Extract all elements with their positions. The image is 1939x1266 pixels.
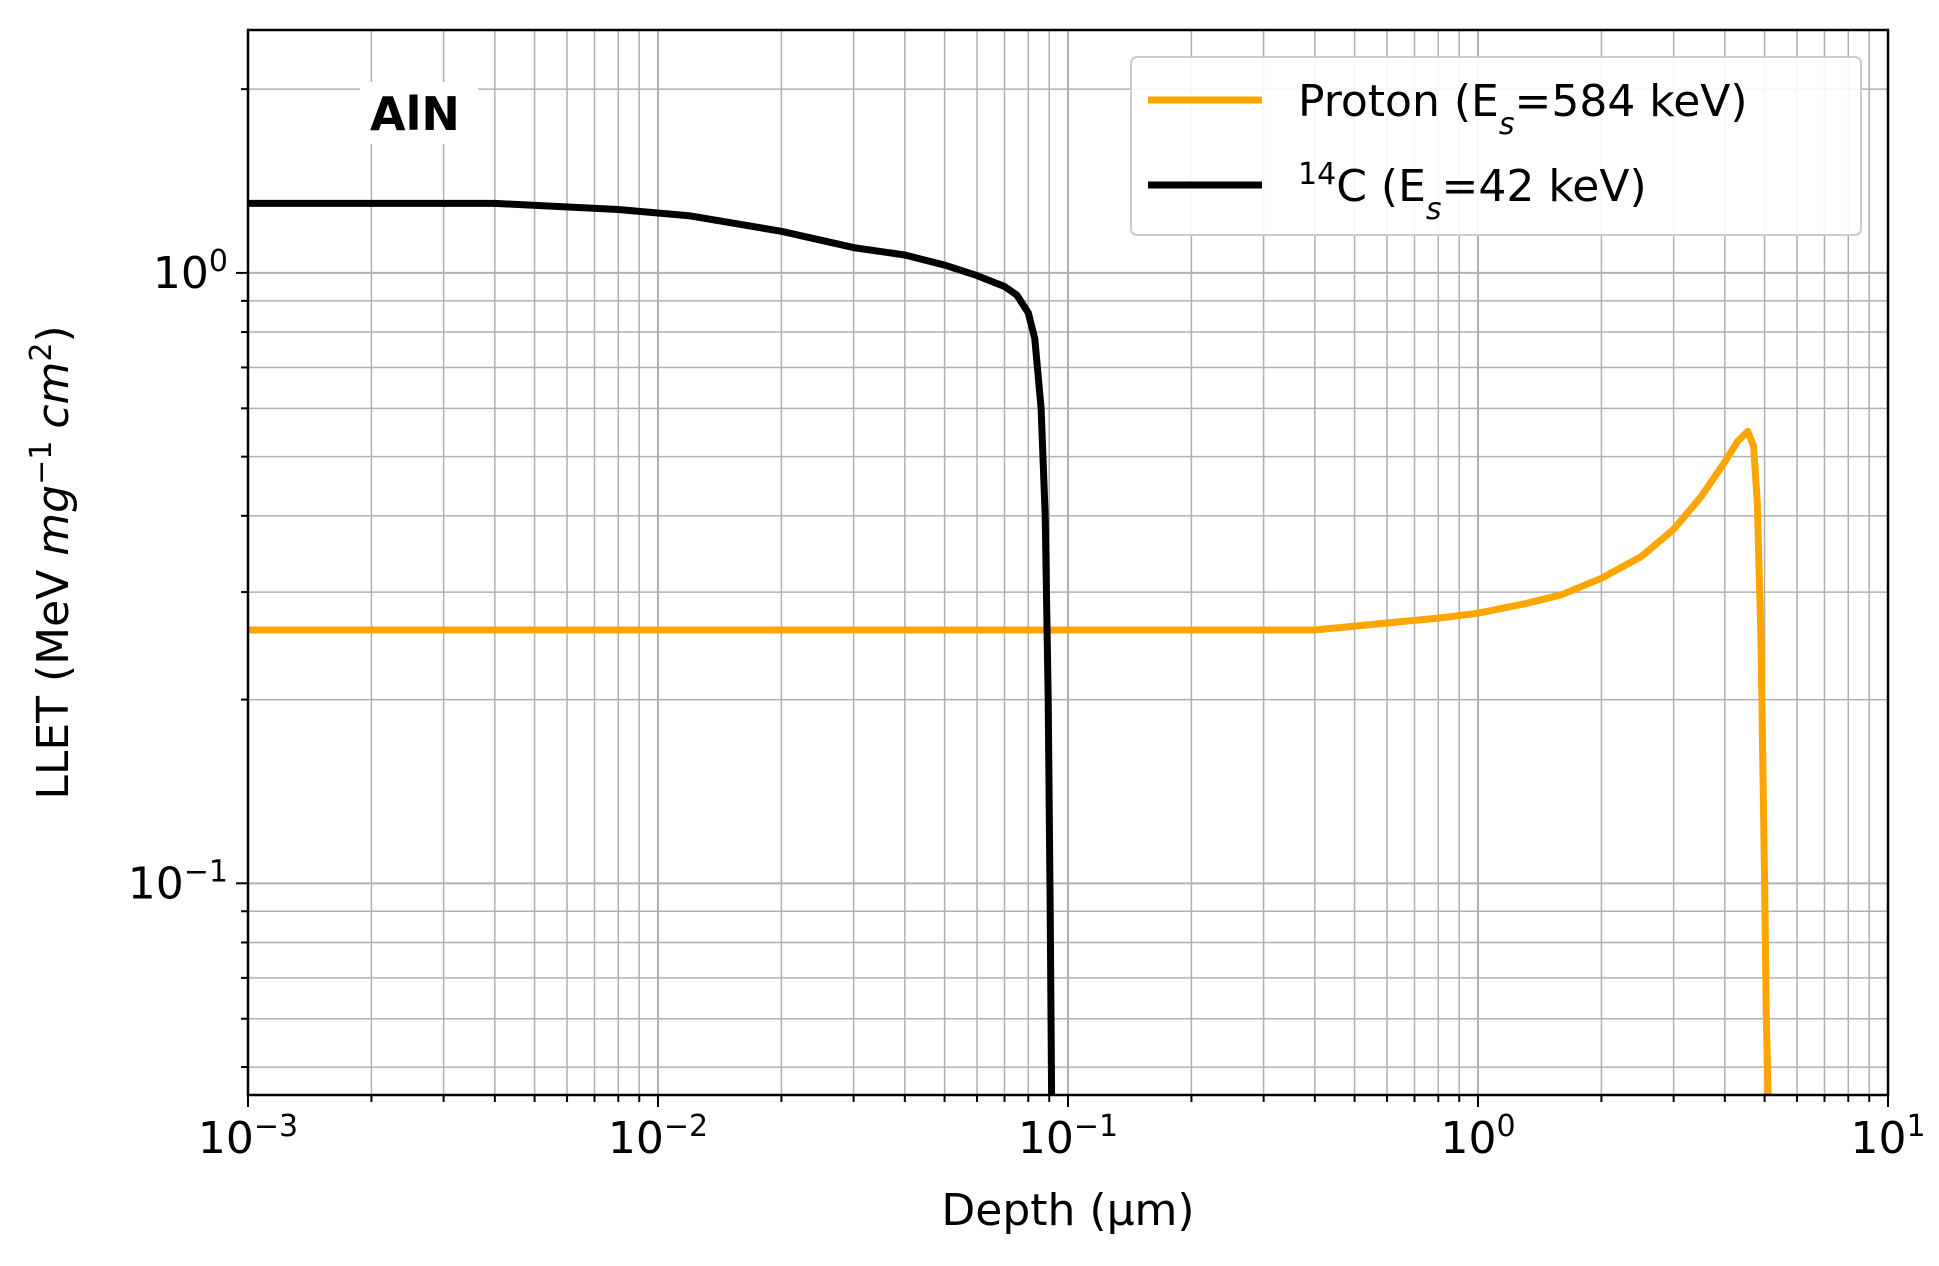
legend-label-carbon14: 14C (Es=42 keV) bbox=[1298, 157, 1647, 227]
series-lines bbox=[248, 199, 1772, 1095]
y-axis-label-cm-exponent: 2 bbox=[24, 343, 59, 362]
y-tick-label-base: 10 bbox=[153, 248, 209, 299]
y-axis-label-mg: mg bbox=[28, 485, 79, 556]
y-axis-label-suffix: ) bbox=[28, 325, 79, 342]
x-tick-label-base: 10 bbox=[608, 1113, 664, 1164]
x-tick-label-exponent: −1 bbox=[1074, 1109, 1118, 1144]
y-tick-label-exponent: 0 bbox=[209, 243, 228, 278]
x-tick-label: 10−3 bbox=[198, 1109, 298, 1165]
x-tick-label-exponent: −2 bbox=[664, 1109, 708, 1144]
x-tick-label-base: 10 bbox=[1440, 1113, 1496, 1164]
y-axis-label-cm: cm bbox=[28, 362, 79, 429]
x-tick-label: 10−1 bbox=[1018, 1109, 1118, 1165]
x-tick-label: 100 bbox=[1440, 1109, 1515, 1165]
x-tick-label-exponent: 1 bbox=[1906, 1109, 1925, 1144]
x-tick-label-exponent: 0 bbox=[1496, 1109, 1515, 1144]
legend-label-proton-main: Proton (E bbox=[1298, 76, 1499, 127]
series-line-proton bbox=[248, 427, 1772, 1095]
y-tick-label: 100 bbox=[153, 243, 228, 299]
legend-label-carbon14-tail: =42 keV) bbox=[1442, 161, 1647, 212]
annotation-background bbox=[360, 82, 478, 144]
legend-label-carbon14-main: C (E bbox=[1336, 161, 1426, 212]
x-axis-label: Depth (μm) bbox=[941, 1185, 1194, 1236]
y-axis-label: LLET (MeV mg−1 cm2) bbox=[24, 325, 80, 799]
material-annotation: AlN bbox=[370, 87, 460, 141]
x-tick-label-base: 10 bbox=[1018, 1113, 1074, 1164]
y-axis-label-prefix: LLET (MeV bbox=[28, 556, 79, 800]
legend: Proton (Es=584 keV) 14C (Es=42 keV) bbox=[1130, 56, 1862, 236]
legend-label-proton-tail: =584 keV) bbox=[1514, 76, 1747, 127]
axis-ticks bbox=[236, 88, 1889, 1107]
legend-box bbox=[1130, 56, 1862, 236]
x-tick-label-base: 10 bbox=[1850, 1113, 1906, 1164]
legend-label-carbon14-subscript: s bbox=[1426, 192, 1442, 227]
x-tick-labels: 10−3 10−2 10−1 100 101 bbox=[198, 1109, 1926, 1165]
x-tick-label: 101 bbox=[1850, 1109, 1925, 1165]
y-tick-label: 10−1 bbox=[128, 854, 228, 910]
legend-label-proton: Proton (Es=584 keV) bbox=[1298, 76, 1748, 142]
x-tick-label: 10−2 bbox=[608, 1109, 708, 1165]
y-tick-label-base: 10 bbox=[128, 858, 184, 909]
legend-label-proton-subscript: s bbox=[1499, 107, 1515, 142]
x-tick-label-exponent: −3 bbox=[254, 1109, 298, 1144]
series-line-carbon14 bbox=[248, 199, 1056, 1095]
y-tick-label-exponent: −1 bbox=[184, 854, 228, 889]
y-axis-label-mg-exponent: −1 bbox=[24, 441, 59, 485]
legend-label-carbon14-superscript: 14 bbox=[1298, 157, 1336, 192]
x-tick-label-base: 10 bbox=[198, 1113, 254, 1164]
